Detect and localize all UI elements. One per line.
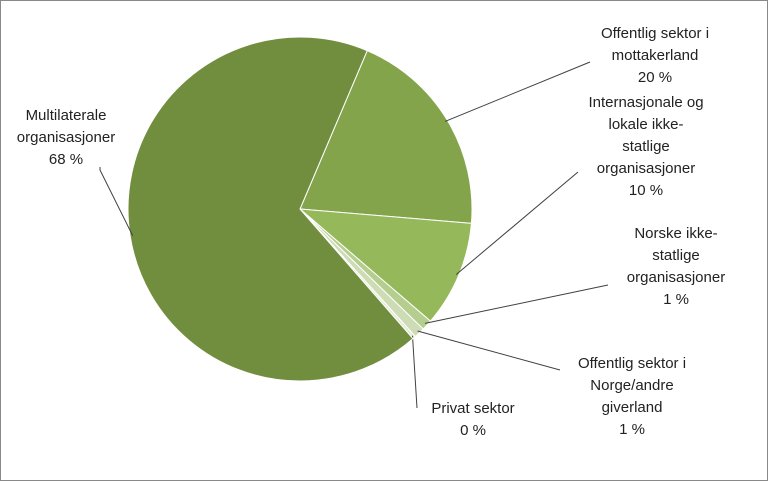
slice-label-line: organisasjoner bbox=[627, 269, 725, 286]
slice-label-4: Privat sektor 0 % bbox=[431, 400, 514, 439]
slice-label-line: Privat sektor bbox=[431, 400, 514, 417]
leader-line-5 bbox=[99, 167, 134, 236]
slice-label-line: 20 % bbox=[638, 69, 672, 86]
slice-label-line: statlige bbox=[652, 247, 700, 264]
slice-label-1: Internasjonale og lokale ikke-statlige org… bbox=[588, 94, 703, 199]
slice-label-line: 1 % bbox=[663, 291, 689, 308]
slice-label-line: Offentlig sektor i bbox=[601, 25, 709, 42]
slice-label-line: organisasjoner bbox=[17, 129, 115, 146]
leader-line-2 bbox=[424, 284, 609, 324]
slice-label-line: lokale ikke- bbox=[608, 116, 683, 133]
leader-line-3 bbox=[417, 330, 561, 371]
slice-label-line: Offentlig sektor i bbox=[578, 355, 686, 372]
pie-slice-1 bbox=[298, 208, 472, 322]
slice-label-line: 10 % bbox=[629, 182, 663, 199]
slice-label-0: Offentlig sektor i mottakerland 20 % bbox=[601, 25, 709, 86]
slice-label-line: 68 % bbox=[49, 151, 83, 168]
slice-label-line: Internasjonale og bbox=[588, 94, 703, 111]
slice-label-2: Norske ikke-statlige organisasjoner 1 % bbox=[627, 225, 725, 308]
slice-label-line: 0 % bbox=[460, 422, 486, 439]
slice-label-line: 1 % bbox=[619, 421, 645, 438]
leader-line-1 bbox=[455, 171, 579, 275]
slice-label-3: Offentlig sektor i Norge/andre giverland 1 … bbox=[578, 355, 686, 438]
slice-label-line: Norske ikke- bbox=[634, 225, 717, 242]
slice-label-5: Multilaterale organisasjoner 68 % bbox=[17, 107, 115, 168]
slice-label-line: giverland bbox=[602, 399, 663, 416]
slice-label-line: statlige bbox=[622, 138, 670, 155]
pie-slice-5 bbox=[127, 36, 414, 382]
leader-line-0 bbox=[444, 61, 591, 122]
slice-label-line: organisasjoner bbox=[597, 160, 695, 177]
leader-line-4 bbox=[411, 335, 418, 409]
slice-label-line: mottakerland bbox=[612, 47, 699, 64]
slice-label-line: Norge/andre bbox=[590, 377, 673, 394]
slice-label-line: Multilaterale bbox=[26, 107, 107, 124]
